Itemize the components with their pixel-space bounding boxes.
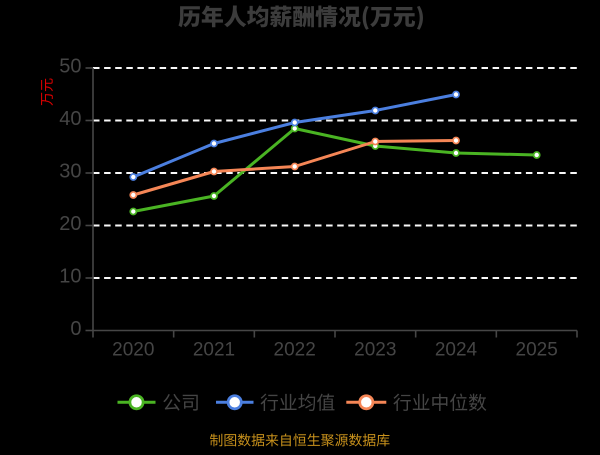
svg-text:50: 50: [59, 55, 81, 77]
svg-text:2022: 2022: [274, 340, 316, 361]
svg-text:0: 0: [70, 318, 81, 340]
svg-text:2023: 2023: [354, 340, 396, 361]
svg-text:30: 30: [59, 160, 81, 182]
svg-text:2024: 2024: [435, 340, 478, 361]
svg-text:2021: 2021: [193, 340, 235, 361]
svg-text:2025: 2025: [516, 340, 558, 361]
svg-text:20: 20: [59, 213, 81, 235]
svg-text:10: 10: [59, 265, 81, 287]
svg-text:40: 40: [59, 108, 81, 130]
svg-text:2020: 2020: [112, 340, 154, 361]
